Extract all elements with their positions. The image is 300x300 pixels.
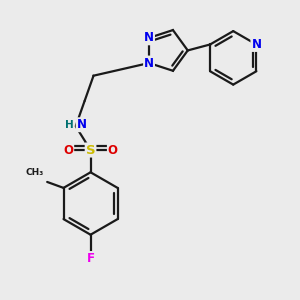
Text: H: H	[65, 120, 74, 130]
Text: O: O	[108, 143, 118, 157]
Text: S: S	[86, 143, 95, 157]
Text: N: N	[144, 56, 154, 70]
Text: F: F	[87, 252, 94, 265]
Text: N: N	[251, 38, 261, 51]
Text: CH₃: CH₃	[26, 169, 44, 178]
Text: O: O	[63, 143, 73, 157]
Text: N: N	[76, 118, 87, 131]
Text: N: N	[144, 32, 154, 44]
